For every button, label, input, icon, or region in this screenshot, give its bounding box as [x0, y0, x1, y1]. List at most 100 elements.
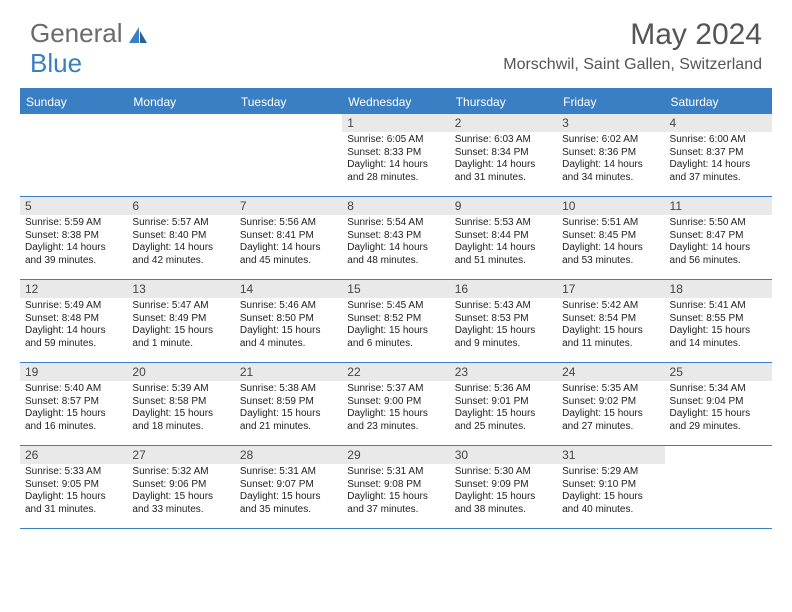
- day-number: [20, 114, 127, 132]
- sunrise-text: Sunrise: 5:51 AM: [562, 217, 659, 230]
- daylight1-text: Daylight: 14 hours: [562, 242, 659, 255]
- sunrise-text: Sunrise: 5:31 AM: [240, 466, 337, 479]
- daylight1-text: Daylight: 15 hours: [562, 325, 659, 338]
- sunset-text: Sunset: 8:37 PM: [670, 147, 767, 160]
- daylight1-text: Daylight: 15 hours: [562, 491, 659, 504]
- day-number: 5: [20, 197, 127, 215]
- calendar-cell: 23Sunrise: 5:36 AMSunset: 9:01 PMDayligh…: [450, 363, 557, 445]
- daylight1-text: Daylight: 15 hours: [240, 408, 337, 421]
- calendar-cell: 15Sunrise: 5:45 AMSunset: 8:52 PMDayligh…: [342, 280, 449, 362]
- day-number: 24: [557, 363, 664, 381]
- sunrise-text: Sunrise: 5:43 AM: [455, 300, 552, 313]
- daylight2-text: and 34 minutes.: [562, 172, 659, 185]
- calendar-cell: 31Sunrise: 5:29 AMSunset: 9:10 PMDayligh…: [557, 446, 664, 528]
- day-number: [127, 114, 234, 132]
- sunset-text: Sunset: 8:34 PM: [455, 147, 552, 160]
- calendar-cell: 8Sunrise: 5:54 AMSunset: 8:43 PMDaylight…: [342, 197, 449, 279]
- sunrise-text: Sunrise: 5:29 AM: [562, 466, 659, 479]
- daylight2-text: and 31 minutes.: [25, 504, 122, 517]
- calendar-cell: 24Sunrise: 5:35 AMSunset: 9:02 PMDayligh…: [557, 363, 664, 445]
- dayhead-mon: Monday: [127, 90, 234, 114]
- calendar-cell: 2Sunrise: 6:03 AMSunset: 8:34 PMDaylight…: [450, 114, 557, 196]
- calendar-cell: [127, 114, 234, 196]
- daylight2-text: and 16 minutes.: [25, 421, 122, 434]
- daylight2-text: and 6 minutes.: [347, 338, 444, 351]
- calendar-cell: 17Sunrise: 5:42 AMSunset: 8:54 PMDayligh…: [557, 280, 664, 362]
- daylight1-text: Daylight: 15 hours: [347, 491, 444, 504]
- daylight1-text: Daylight: 14 hours: [25, 242, 122, 255]
- daylight2-text: and 37 minutes.: [347, 504, 444, 517]
- daylight2-text: and 56 minutes.: [670, 255, 767, 268]
- sunrise-text: Sunrise: 5:46 AM: [240, 300, 337, 313]
- daylight2-text: and 42 minutes.: [132, 255, 229, 268]
- sunrise-text: Sunrise: 6:02 AM: [562, 134, 659, 147]
- daylight2-text: and 48 minutes.: [347, 255, 444, 268]
- calendar-cell: 25Sunrise: 5:34 AMSunset: 9:04 PMDayligh…: [665, 363, 772, 445]
- daylight2-text: and 25 minutes.: [455, 421, 552, 434]
- day-number: 29: [342, 446, 449, 464]
- calendar-cell: 20Sunrise: 5:39 AMSunset: 8:58 PMDayligh…: [127, 363, 234, 445]
- sunset-text: Sunset: 9:06 PM: [132, 479, 229, 492]
- daylight1-text: Daylight: 15 hours: [670, 325, 767, 338]
- calendar-cell: 7Sunrise: 5:56 AMSunset: 8:41 PMDaylight…: [235, 197, 342, 279]
- daylight1-text: Daylight: 14 hours: [670, 242, 767, 255]
- sunrise-text: Sunrise: 5:35 AM: [562, 383, 659, 396]
- day-number: 2: [450, 114, 557, 132]
- page-header: General May 2024 Morschwil, Saint Gallen…: [0, 0, 792, 88]
- sunrise-text: Sunrise: 5:38 AM: [240, 383, 337, 396]
- week-row: 1Sunrise: 6:05 AMSunset: 8:33 PMDaylight…: [20, 114, 772, 197]
- sunrise-text: Sunrise: 5:32 AM: [132, 466, 229, 479]
- daylight2-text: and 31 minutes.: [455, 172, 552, 185]
- daylight2-text: and 23 minutes.: [347, 421, 444, 434]
- daylight1-text: Daylight: 15 hours: [455, 408, 552, 421]
- calendar-cell: 11Sunrise: 5:50 AMSunset: 8:47 PMDayligh…: [665, 197, 772, 279]
- daylight2-text: and 29 minutes.: [670, 421, 767, 434]
- week-row: 26Sunrise: 5:33 AMSunset: 9:05 PMDayligh…: [20, 446, 772, 529]
- daylight1-text: Daylight: 14 hours: [670, 159, 767, 172]
- day-number: 18: [665, 280, 772, 298]
- calendar-cell: 27Sunrise: 5:32 AMSunset: 9:06 PMDayligh…: [127, 446, 234, 528]
- day-number: 16: [450, 280, 557, 298]
- sunset-text: Sunset: 8:47 PM: [670, 230, 767, 243]
- logo-text-general: General: [30, 18, 123, 49]
- sunrise-text: Sunrise: 6:05 AM: [347, 134, 444, 147]
- week-row: 19Sunrise: 5:40 AMSunset: 8:57 PMDayligh…: [20, 363, 772, 446]
- sunset-text: Sunset: 9:07 PM: [240, 479, 337, 492]
- daylight1-text: Daylight: 14 hours: [455, 159, 552, 172]
- daylight1-text: Daylight: 15 hours: [240, 325, 337, 338]
- calendar-cell: 4Sunrise: 6:00 AMSunset: 8:37 PMDaylight…: [665, 114, 772, 196]
- daylight2-text: and 51 minutes.: [455, 255, 552, 268]
- logo-sail-icon: [127, 25, 149, 45]
- calendar-cell: 9Sunrise: 5:53 AMSunset: 8:44 PMDaylight…: [450, 197, 557, 279]
- logo: General: [30, 18, 149, 49]
- sunset-text: Sunset: 8:44 PM: [455, 230, 552, 243]
- day-number: 14: [235, 280, 342, 298]
- sunset-text: Sunset: 8:45 PM: [562, 230, 659, 243]
- daylight1-text: Daylight: 14 hours: [240, 242, 337, 255]
- calendar: Sunday Monday Tuesday Wednesday Thursday…: [20, 88, 772, 529]
- sunset-text: Sunset: 8:59 PM: [240, 396, 337, 409]
- week-row: 5Sunrise: 5:59 AMSunset: 8:38 PMDaylight…: [20, 197, 772, 280]
- day-number: 12: [20, 280, 127, 298]
- sunset-text: Sunset: 9:04 PM: [670, 396, 767, 409]
- daylight2-text: and 9 minutes.: [455, 338, 552, 351]
- month-title: May 2024: [503, 18, 762, 52]
- day-number: 27: [127, 446, 234, 464]
- week-row: 12Sunrise: 5:49 AMSunset: 8:48 PMDayligh…: [20, 280, 772, 363]
- daylight2-text: and 33 minutes.: [132, 504, 229, 517]
- day-number: [665, 446, 772, 464]
- day-number: 25: [665, 363, 772, 381]
- sunset-text: Sunset: 9:08 PM: [347, 479, 444, 492]
- daylight2-text: and 11 minutes.: [562, 338, 659, 351]
- day-number: 1: [342, 114, 449, 132]
- dayhead-tue: Tuesday: [235, 90, 342, 114]
- sunset-text: Sunset: 8:58 PM: [132, 396, 229, 409]
- weeks-container: 1Sunrise: 6:05 AMSunset: 8:33 PMDaylight…: [20, 114, 772, 529]
- sunrise-text: Sunrise: 5:53 AM: [455, 217, 552, 230]
- sunrise-text: Sunrise: 5:31 AM: [347, 466, 444, 479]
- calendar-cell: [235, 114, 342, 196]
- sunrise-text: Sunrise: 5:39 AM: [132, 383, 229, 396]
- daylight2-text: and 40 minutes.: [562, 504, 659, 517]
- day-number: 9: [450, 197, 557, 215]
- sunrise-text: Sunrise: 5:45 AM: [347, 300, 444, 313]
